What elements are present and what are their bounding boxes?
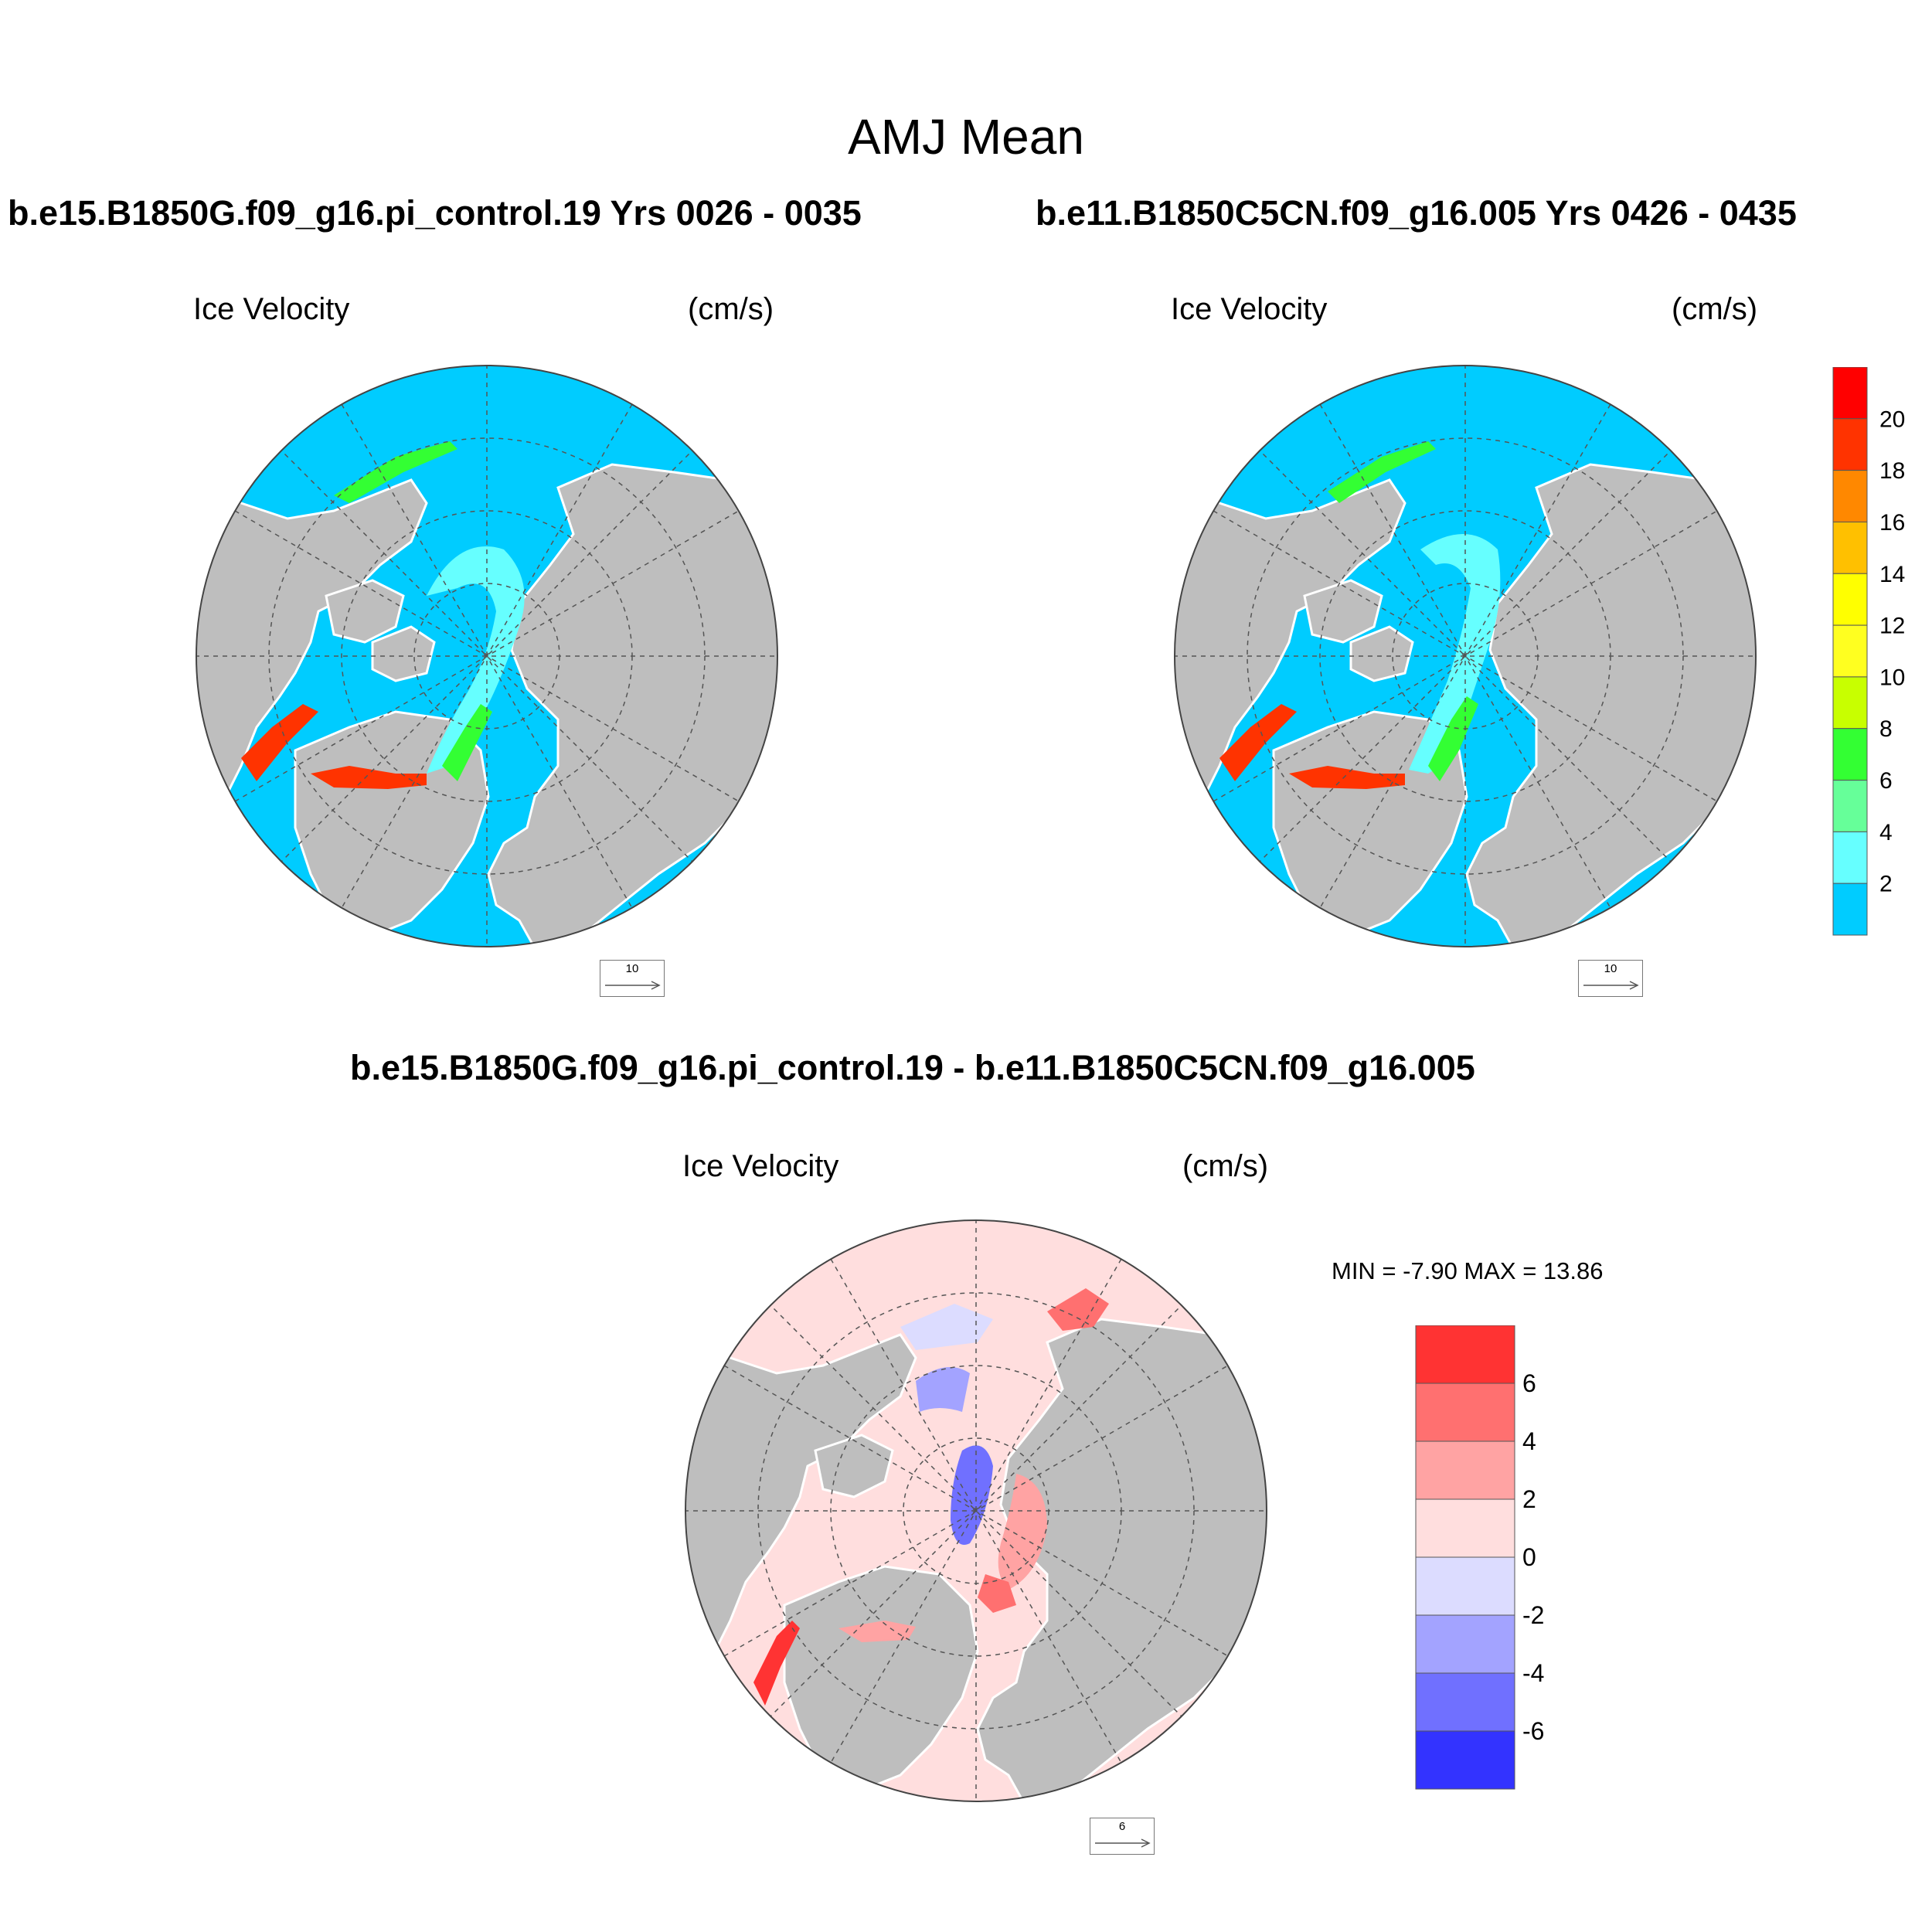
diff-positive-siberia — [998, 1474, 1047, 1590]
velocity-swath-greenland — [311, 766, 427, 789]
colorbar-box — [1415, 1672, 1515, 1732]
velocity-swath-greenland — [1289, 766, 1405, 789]
colorbar-box — [1415, 1383, 1515, 1442]
colorbar-label: 20 — [1879, 406, 1905, 432]
colorbar-box — [1832, 883, 1868, 936]
velocity-swath-bering — [334, 441, 457, 503]
diff-negative-bering — [900, 1304, 993, 1350]
panel-3-minmax: MIN = -7.90 MAX = 13.86 — [1332, 1257, 1604, 1284]
colorbar-box — [1832, 470, 1868, 522]
colorbar-box — [1415, 1498, 1515, 1558]
panel-1-units-label: (cm/s) — [688, 292, 774, 326]
colorbar-label: 12 — [1879, 614, 1905, 639]
land-archipelago — [1303, 579, 1383, 644]
panel-2-variable-label: Ice Velocity — [1171, 292, 1328, 326]
colorbar-box — [1832, 573, 1868, 626]
panel-1-polar-map — [196, 365, 778, 947]
colorbar-label: 0 — [1522, 1543, 1536, 1571]
colorbar-label: 4 — [1522, 1427, 1536, 1455]
panel-1-reference-vector: 10 — [600, 960, 665, 997]
reference-arrow-icon — [1095, 1838, 1151, 1848]
colorbar-box — [1832, 676, 1868, 730]
colorbar-label: 2 — [1879, 872, 1893, 897]
colorbar-label: 6 — [1879, 768, 1893, 794]
colorbar-label: -4 — [1522, 1659, 1544, 1687]
land-greenland — [783, 1565, 979, 1792]
velocity-swath-fram — [442, 704, 492, 781]
panel-3-units-label: (cm/s) — [1182, 1149, 1269, 1183]
diff-positive-fram — [978, 1574, 1016, 1613]
colorbar-label: 10 — [1879, 665, 1905, 690]
colorbar-label: 4 — [1879, 820, 1893, 845]
panel-2-polar-map — [1174, 365, 1757, 947]
land-archipelago-2 — [371, 625, 436, 682]
colorbar-box — [1832, 418, 1868, 471]
panel-3-reference-vector-label: 6 — [1118, 1820, 1126, 1833]
diff-positive-baffin — [753, 1621, 800, 1706]
velocity-swath-baffin — [241, 704, 318, 781]
panel-1-variable-label: Ice Velocity — [193, 292, 350, 326]
panel-3-polar-map — [685, 1219, 1267, 1802]
panel-2-reference-vector: 10 — [1578, 960, 1643, 997]
map-border — [1174, 365, 1757, 947]
colorbar-label: 2 — [1522, 1485, 1536, 1513]
panel-1-case-title: b.e15.B1850G.f09_g16.pi_control.19 Yrs 0… — [8, 193, 862, 233]
colorbar-box — [1415, 1325, 1515, 1384]
panel-2-case-title: b.e11.B1850C5CN.f09_g16.005 Yrs 0426 - 0… — [1036, 193, 1797, 233]
land-archipelago — [814, 1434, 894, 1498]
colorbar-box — [1832, 624, 1868, 678]
panel-3-case-title: b.e15.B1850G.f09_g16.pi_control.19 - b.e… — [350, 1048, 1475, 1087]
panel-1-reference-vector-label: 10 — [625, 962, 639, 975]
velocity-swath-bering — [1328, 441, 1436, 503]
map-border — [196, 365, 778, 947]
colorbar-box — [1415, 1614, 1515, 1674]
graticule — [196, 366, 777, 947]
velocity-swath-transpolar — [1409, 534, 1501, 774]
colorbar-box — [1415, 1730, 1515, 1790]
main-title: AMJ Mean — [848, 109, 1084, 165]
colorbar-box — [1415, 1440, 1515, 1500]
colorbar-box — [1832, 780, 1868, 832]
colorbar-box — [1832, 521, 1868, 574]
panel-3-reference-vector: 6 — [1090, 1818, 1155, 1855]
colorbar-difference: 6 4 2 0 -2 -4 -6 — [1415, 1325, 1544, 1790]
colorbar-label: 14 — [1879, 562, 1905, 587]
colorbar-box — [1832, 367, 1868, 420]
diff-positive-chukchi — [1047, 1288, 1109, 1331]
velocity-swath-baffin — [1219, 704, 1297, 781]
land-archipelago — [325, 579, 405, 644]
reference-arrow-icon — [605, 981, 661, 990]
graticule — [685, 1220, 1267, 1801]
diff-positive-greenland — [838, 1621, 916, 1642]
colorbar-box — [1832, 831, 1868, 884]
colorbar-label: 16 — [1879, 510, 1905, 536]
panel-2-units-label: (cm/s) — [1672, 292, 1758, 326]
colorbar-label: -6 — [1522, 1717, 1544, 1745]
colorbar-top: 20 18 16 14 12 10 8 6 4 2 — [1832, 367, 1905, 936]
colorbar-label: 18 — [1879, 458, 1905, 484]
colorbar-label: 6 — [1522, 1369, 1536, 1397]
panel-3-variable-label: Ice Velocity — [682, 1149, 839, 1183]
graticule — [1175, 366, 1756, 947]
diff-negative-beaufort — [916, 1367, 970, 1412]
colorbar-box — [1832, 728, 1868, 781]
land-archipelago-2 — [1349, 625, 1414, 682]
colorbar-label: 8 — [1879, 716, 1893, 742]
reference-arrow-icon — [1583, 981, 1639, 990]
map-border — [685, 1219, 1267, 1802]
colorbar-label: -2 — [1522, 1601, 1544, 1629]
colorbar-box — [1415, 1556, 1515, 1616]
velocity-swath-transpolar — [427, 546, 525, 774]
panel-2-reference-vector-label: 10 — [1604, 962, 1617, 975]
